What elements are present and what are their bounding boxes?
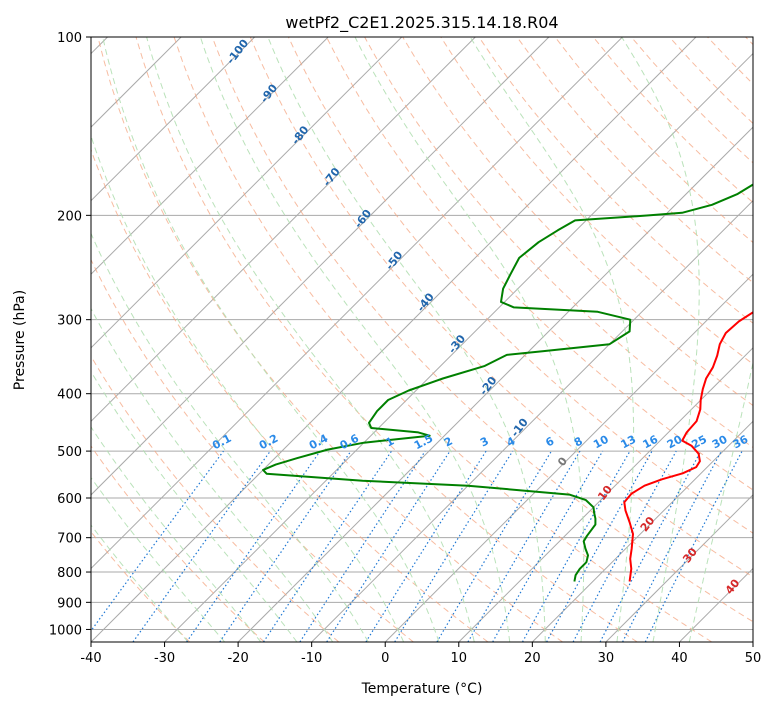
mixing-ratio-line (132, 450, 271, 642)
mixing-ratio-label: 16 (641, 433, 661, 452)
dry-adiabat-line (91, 355, 340, 642)
moist-adiabat-line (354, 37, 585, 642)
moist-adiabat-line (621, 37, 700, 642)
isotherm-line (91, 37, 697, 642)
moist-adiabat-line (267, 37, 546, 642)
x-tick-label: -10 (301, 651, 322, 666)
profile-lines (262, 183, 753, 582)
dry-adiabat-line (326, 37, 753, 491)
dry-adiabat-line (91, 445, 265, 642)
plot-frame (90, 36, 754, 643)
mixing-ratio-label: 20 (665, 433, 685, 452)
x-tick-label: -40 (80, 651, 101, 666)
y-tick-label: 400 (57, 388, 82, 403)
mixing-ratio-line (644, 450, 743, 642)
dry-adiabat-line (135, 37, 638, 642)
background-lines (91, 37, 753, 642)
axes: -40 -30 -20 -10 0 10 20 30 40 50 100 200 300 400 500 60… (49, 31, 761, 666)
isotherm-line (91, 37, 623, 570)
moist-adiabat-line (91, 134, 405, 642)
isotherm-line (605, 494, 753, 642)
dry-adiabat-line (91, 258, 414, 642)
moist-adiabat-line (91, 307, 334, 642)
mixing-ratio-label: 10 (591, 433, 611, 452)
isotherm-line (91, 37, 329, 275)
dry-adiabat-line (97, 37, 563, 642)
dewpoint-line (262, 183, 753, 582)
x-tick-label: 40 (671, 651, 688, 666)
moist-adiabat-line (688, 360, 753, 642)
y-tick-label: 900 (57, 596, 82, 611)
isotherm-line (91, 37, 256, 202)
mixing-ratio-line (186, 450, 321, 642)
mixing-ratio-label: 36 (731, 433, 751, 452)
x-tick-label: 10 (451, 651, 468, 666)
mixing-ratio-line (299, 450, 426, 642)
isotherm-line (91, 37, 550, 496)
isotherm-line (384, 273, 753, 642)
dry-adiabat-line (287, 37, 753, 534)
y-tick-label: 800 (57, 566, 82, 581)
y-tick-label: 700 (57, 532, 82, 547)
y-axis-title: Pressure (hPa) (12, 290, 28, 390)
y-tick-label: 600 (57, 492, 82, 507)
isotherm-line (164, 52, 753, 642)
y-tick-label: 200 (57, 209, 82, 224)
mixing-ratio-line (219, 450, 352, 642)
moist-adiabat-line (199, 37, 511, 642)
isotherm-line (458, 347, 753, 642)
moist-adiabat-line (91, 426, 262, 642)
y-tick-label: 500 (57, 445, 82, 460)
x-tick-label: 20 (524, 651, 541, 666)
mixing-ratio-line (521, 450, 631, 642)
y-tick-label: 100 (57, 31, 82, 46)
mixing-ratio-line (262, 450, 392, 642)
mixing-ratio-label: 25 (689, 433, 709, 452)
dry-adiabat-line (211, 37, 753, 623)
temperature-line (623, 311, 753, 582)
x-tick-label: 0 (381, 651, 389, 666)
isotherm-line (237, 126, 753, 642)
moist-adiabat-line (91, 476, 225, 642)
moist-adiabat-line (91, 524, 189, 642)
x-axis-title: Temperature (°C) (361, 681, 483, 697)
mixing-ratio-label: 30 (710, 433, 730, 452)
moist-adiabat-line (146, 37, 475, 642)
mixing-ratio-line (394, 450, 514, 642)
isotherm-line (91, 37, 476, 423)
y-tick-label: 300 (57, 314, 82, 329)
x-tick-label: -20 (227, 651, 248, 666)
isotherm-line (91, 37, 403, 349)
x-tick-label: 50 (745, 651, 762, 666)
dry-adiabat-line (173, 37, 713, 642)
chart-title: wetPf2_C2E1.2025.315.14.18.R04 (285, 13, 558, 33)
moist-adiabat-line (91, 370, 298, 642)
mixing-ratio-line (572, 450, 677, 642)
y-tick-label: 1000 (49, 623, 82, 638)
x-tick-label: -30 (154, 651, 175, 666)
dry-adiabat-line (249, 37, 753, 578)
mixing-ratio-line (326, 450, 451, 642)
mixing-ratio-label: 13 (619, 433, 639, 452)
moist-adiabat-line (91, 232, 369, 642)
moist-adiabat-line (102, 37, 440, 642)
mixing-ratio-line (546, 450, 653, 642)
x-tick-label: 30 (598, 651, 615, 666)
mixing-ratio-line (91, 450, 224, 632)
